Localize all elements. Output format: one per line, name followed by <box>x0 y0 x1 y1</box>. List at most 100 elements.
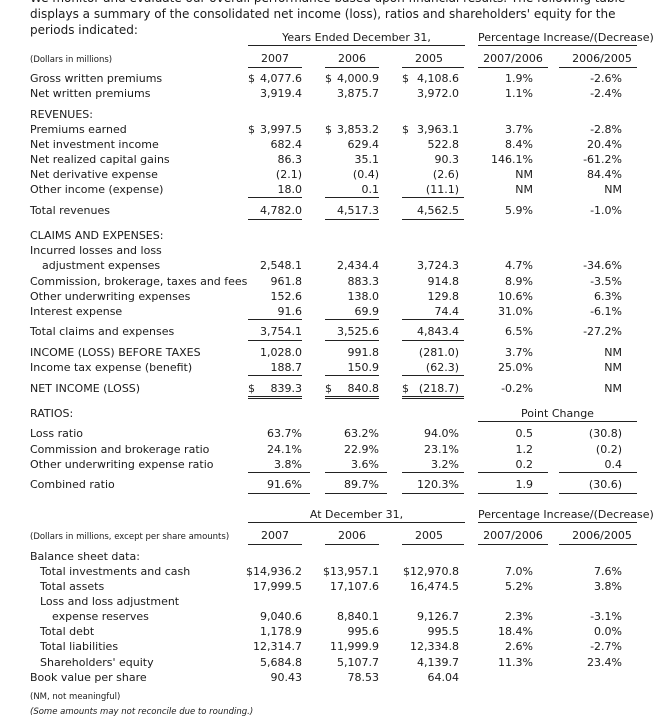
pct-cell: 20.4% <box>587 138 622 151</box>
table2-units: (Dollars in millions, except per share a… <box>30 532 230 542</box>
pct-cell: 18.4% <box>498 625 533 638</box>
table1-group-rule <box>248 45 465 46</box>
row-label: Book value per share <box>30 671 147 684</box>
pct-cell: 10.6% <box>498 290 533 303</box>
row-label: Net derivative expense <box>30 168 158 181</box>
pct-cell: (30.8) <box>588 427 622 440</box>
value-cell: 3.8% <box>274 458 302 471</box>
subtotal-rule-claims-2 <box>325 319 379 320</box>
pct-cell: 23.4% <box>587 656 622 669</box>
subtotal-rule-ratio-3 <box>402 472 464 473</box>
double-rule-net-2b <box>325 398 379 399</box>
value-cell: 839.3 <box>270 382 303 395</box>
row-label: Premiums earned <box>30 123 127 136</box>
value-cell: 3.2% <box>431 458 459 471</box>
subtotal-rule-ratio-2 <box>325 472 387 473</box>
value-cell: 91.6 <box>277 305 303 318</box>
pct-cell: 1.2 <box>515 443 534 456</box>
table2-group-header: At December 31, <box>309 508 404 521</box>
currency-symbol: $ <box>325 72 332 85</box>
value-cell: 188.7 <box>270 361 303 374</box>
subtotal-rule-ratio-1 <box>248 472 310 473</box>
value-cell: (2.1) <box>275 168 302 181</box>
value-cell: 1,178.9 <box>260 625 302 638</box>
currency-symbol: $ <box>248 123 255 136</box>
subtotal-rule-revenues-1 <box>248 197 302 198</box>
pct-cell: 6.3% <box>594 290 622 303</box>
subtotal-rule-ratio-5 <box>559 472 637 473</box>
pct-cell: 1.9 <box>515 478 534 491</box>
total-rule-revenues-3 <box>402 219 464 220</box>
row-label: Other income (expense) <box>30 183 164 196</box>
row-label: Commission and brokerage ratio <box>30 443 210 456</box>
value-cell: 22.9% <box>344 443 379 456</box>
value-cell: 2,548.1 <box>260 259 302 272</box>
value-cell: 69.9 <box>354 305 380 318</box>
pct-cell: 0.4 <box>604 458 623 471</box>
value-cell: 2,434.4 <box>337 259 379 272</box>
double-rule-net-3a <box>402 396 464 397</box>
table1-pct-rule <box>478 45 637 46</box>
value-cell: 840.8 <box>347 382 380 395</box>
table1-pct-header: Percentage Increase/(Decrease) <box>478 31 654 44</box>
table1-group-header: Years Ended December 31, <box>282 31 431 44</box>
value-cell: 4,843.4 <box>417 325 459 338</box>
value-cell: 995.6 <box>347 625 380 638</box>
value-cell: 9,040.6 <box>260 610 302 623</box>
value-cell: 24.1% <box>267 443 302 456</box>
value-cell: 5,684.8 <box>260 656 302 669</box>
total-rule-ratio-1 <box>248 493 310 494</box>
pct-cell: -2.8% <box>590 123 622 136</box>
value-cell: 3,754.1 <box>260 325 302 338</box>
point-change-header: Point Change <box>521 407 594 420</box>
value-cell: 3,525.6 <box>337 325 379 338</box>
pct-cell: NM <box>515 183 533 196</box>
value-cell: 3.6% <box>351 458 379 471</box>
pct-cell: 7.0% <box>505 565 533 578</box>
pct-cell: 1.1% <box>505 87 533 100</box>
value-cell: 138.0 <box>347 290 380 303</box>
value-cell: 4,782.0 <box>260 204 302 217</box>
value-cell: 90.3 <box>434 153 460 166</box>
pct-cell: 25.0% <box>498 361 533 374</box>
value-cell: $13,957.1 <box>323 565 379 578</box>
pct-cell: (30.6) <box>588 478 622 491</box>
total-rule-ratio-3 <box>402 493 464 494</box>
pct-cell: 1.9% <box>505 72 533 85</box>
t2-underline-2006 <box>325 544 379 545</box>
row-label: CLAIMS AND EXPENSES: <box>30 229 164 242</box>
value-cell: 522.8 <box>427 138 460 151</box>
subtotal-rule-tax-2 <box>325 375 379 376</box>
row-label: Total liabilities <box>40 640 119 653</box>
pct-cell: 3.7% <box>505 346 533 359</box>
row-label: Gross written premiums <box>30 72 163 85</box>
value-cell: 129.8 <box>427 290 460 303</box>
value-cell: 12,334.8 <box>410 640 459 653</box>
value-cell: 35.1 <box>354 153 380 166</box>
subtotal-rule-claims-3 <box>402 319 464 320</box>
value-cell: 4,000.9 <box>337 72 379 85</box>
value-cell: 3,972.0 <box>417 87 459 100</box>
row-label: Other underwriting expense ratio <box>30 458 214 471</box>
pct-cell: 4.7% <box>505 259 533 272</box>
pct-cell: NM <box>604 346 622 359</box>
table2-year-2005: 2005 <box>415 529 443 542</box>
table2-year-2007: 2007 <box>261 529 289 542</box>
table1-year-2005: 2005 <box>415 52 443 65</box>
value-cell: 3,963.1 <box>417 123 459 136</box>
row-label: Income tax expense (benefit) <box>30 361 193 374</box>
value-cell: 8,840.1 <box>337 610 379 623</box>
table2-pct-col-1: 2007/2006 <box>483 529 543 542</box>
value-cell: 17,999.5 <box>253 580 302 593</box>
pct-cell: 31.0% <box>498 305 533 318</box>
currency-symbol: $ <box>402 123 409 136</box>
value-cell: 11,999.9 <box>330 640 379 653</box>
value-cell: 150.9 <box>347 361 380 374</box>
value-cell: 18.0 <box>277 183 303 196</box>
table1-units: (Dollars in millions) <box>30 55 113 65</box>
pct-cell: -2.7% <box>590 640 622 653</box>
pct-cell: -1.0% <box>590 204 622 217</box>
pct-cell: NM <box>515 168 533 181</box>
value-cell: 4,108.6 <box>417 72 459 85</box>
pct-cell: NM <box>604 382 622 395</box>
